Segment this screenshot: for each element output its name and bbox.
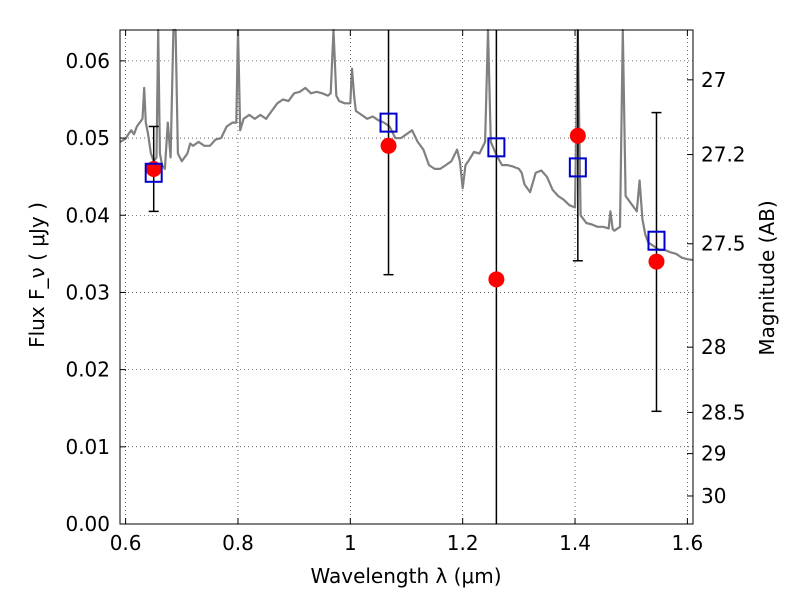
model-point (487, 137, 506, 158)
y-tick-label: 0.05 (65, 126, 110, 150)
grid-lines (120, 30, 693, 525)
model-point (647, 230, 666, 251)
y2-tick-label: 28.5 (701, 400, 746, 424)
observed-point (380, 137, 397, 154)
y-axis-title: Flux F_ν ( μJy ) (25, 202, 49, 348)
y-tick-label: 0.03 (65, 280, 110, 304)
plot-frame (119, 29, 694, 525)
model-point (568, 157, 587, 178)
x-tick-label: 1 (344, 531, 357, 555)
axis-ticks (120, 30, 693, 525)
y2-tick-label: 27.2 (701, 143, 746, 167)
x-axis-title: Wavelength λ (μm) (310, 564, 501, 588)
y-tick-label: 0.06 (65, 49, 110, 73)
x-tick-label: 0.6 (110, 531, 142, 555)
model-point (144, 162, 163, 183)
error-bars (148, 30, 662, 524)
observed-points (145, 127, 665, 288)
x-tick-label: 1.6 (671, 531, 703, 555)
y2-tick-label: 27.5 (701, 232, 746, 256)
y2-tick-label: 28 (701, 335, 726, 359)
y2-tick-label: 30 (701, 484, 726, 508)
observed-point (488, 271, 505, 288)
tick-labels: 0.6 0.8 1 1.2 1.4 1.6 0.00 0.01 0.02 0.03 0.04 0.05… (65, 49, 745, 555)
y-tick-label: 0.02 (65, 358, 110, 382)
y2-tick-label: 29 (701, 442, 726, 466)
observed-point (569, 127, 586, 144)
y-tick-label: 0.01 (65, 435, 110, 459)
model-point (379, 112, 398, 133)
spectrum-line (119, 28, 694, 262)
y-tick-label: 0.00 (65, 512, 110, 536)
x-tick-label: 1.2 (447, 531, 479, 555)
y-tick-label: 0.04 (65, 203, 110, 227)
x-tick-label: 0.8 (222, 531, 254, 555)
x-tick-label: 1.4 (559, 531, 591, 555)
observed-point (648, 253, 665, 270)
y2-tick-label: 27 (701, 68, 726, 92)
y2-axis-title: Magnitude (AB) (755, 200, 779, 355)
template-spectrum (119, 28, 694, 262)
model-photometry-points (144, 112, 666, 251)
